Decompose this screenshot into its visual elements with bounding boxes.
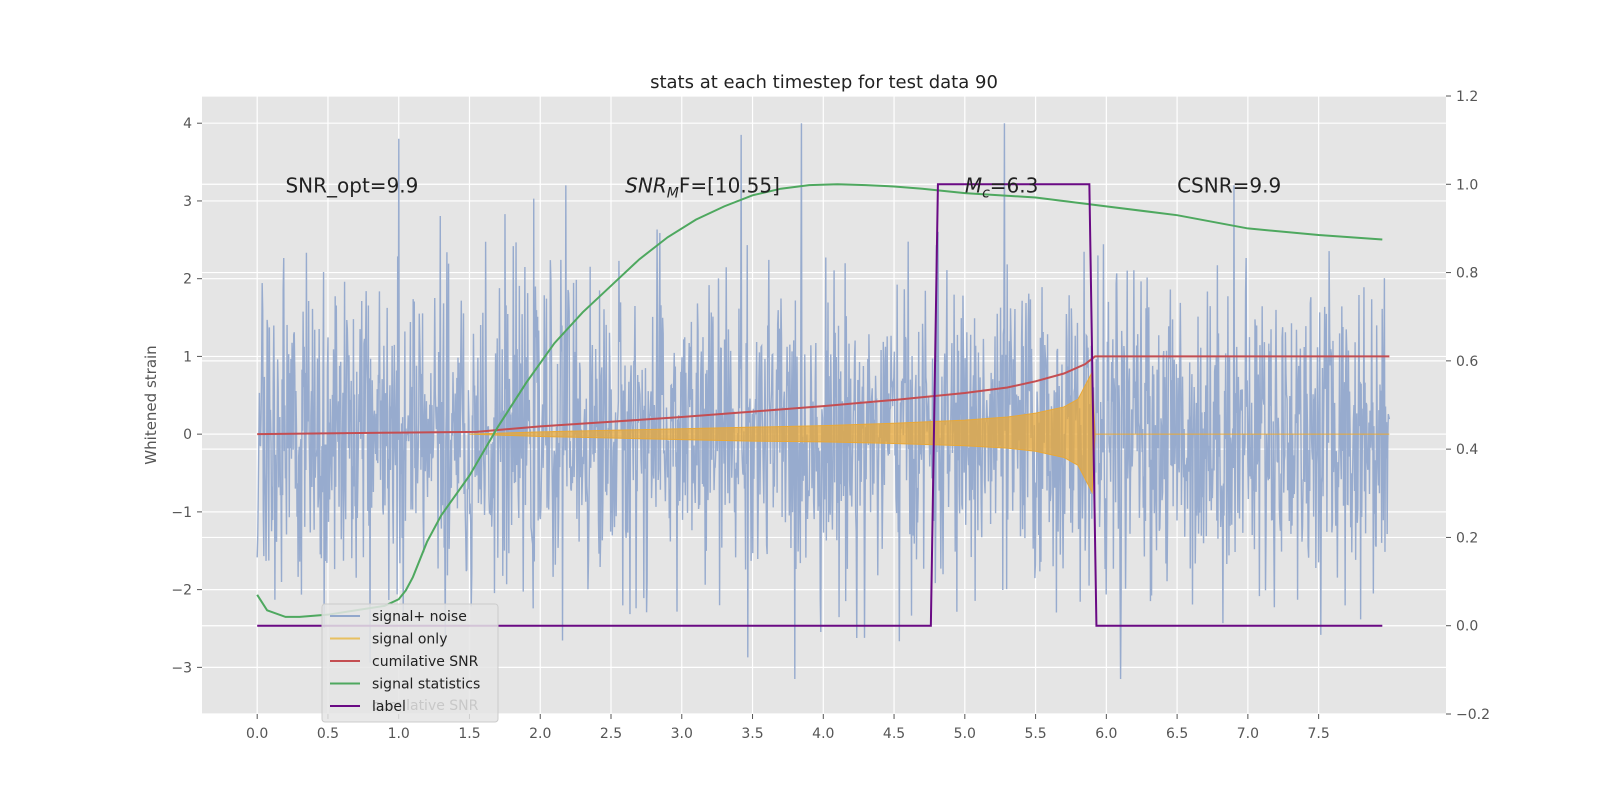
y-tick-label: −2 <box>171 583 192 599</box>
annotation-chirp-mass: Mc=6.3 <box>965 173 1039 201</box>
y-tick-label: 0 <box>183 427 192 443</box>
legend-box <box>321 603 499 723</box>
x-tick-label: 1.5 <box>458 726 480 742</box>
y-axis-right: −0.2 0.0 0.2 0.4 0.6 0.8 1.0 1.2 <box>1446 89 1490 723</box>
series-signal-noise <box>256 123 1391 680</box>
legend-underlay-label: cumilative SNR <box>372 698 479 714</box>
legend-label: signal only <box>372 632 447 648</box>
annotation-csnr: CSNR=9.9 <box>1177 173 1281 197</box>
y-tick-label: −3 <box>171 660 192 676</box>
legend-label: signal+ noise <box>372 609 467 625</box>
y2-tick-label: 0.6 <box>1456 354 1478 370</box>
y-tick-label: 4 <box>183 116 192 132</box>
x-tick-label: 5.0 <box>954 726 976 742</box>
legend-label: cumilative SNR <box>372 654 479 670</box>
legend-label: signal statistics <box>372 677 480 693</box>
y2-tick-label: 1.2 <box>1456 89 1478 105</box>
y-tick-label: 3 <box>183 194 192 210</box>
x-tick-label: 3.5 <box>741 726 763 742</box>
legend: cumilative SNR signal+ noise signal only cu… <box>321 603 499 723</box>
x-tick-label: 4.0 <box>812 726 834 742</box>
x-tick-label: 1.0 <box>388 726 410 742</box>
y-tick-label: 2 <box>183 272 192 288</box>
x-tick-label: 0.0 <box>246 726 268 742</box>
y2-tick-label: −0.2 <box>1456 707 1490 723</box>
y-tick-label: 1 <box>183 349 192 365</box>
legend-label: label <box>372 699 406 715</box>
y2-tick-label: 0.4 <box>1456 442 1478 458</box>
y2-tick-label: 0.2 <box>1456 530 1478 546</box>
series-cumilative-snr <box>257 355 1390 436</box>
x-tick-label: 0.5 <box>317 726 339 742</box>
y-tick-label: −1 <box>171 505 192 521</box>
x-tick-label: 3.0 <box>671 726 693 742</box>
y2-tick-label: 0.0 <box>1456 619 1478 635</box>
x-tick-label: 7.5 <box>1307 726 1329 742</box>
chart-title: stats at each timestep for test data 90 <box>650 72 998 93</box>
annotation-snr-mf: SNRMF=[10.55] <box>625 173 780 201</box>
series-label <box>257 183 1383 627</box>
x-tick-label: 4.5 <box>883 726 905 742</box>
x-tick-label: 6.0 <box>1095 726 1117 742</box>
annotation-snr-opt: SNR_opt=9.9 <box>285 173 418 197</box>
x-tick-label: 7.0 <box>1237 726 1259 742</box>
x-tick-label: 2.0 <box>529 726 551 742</box>
y2-tick-label: 1.0 <box>1456 177 1478 193</box>
series-signal-only <box>469 370 1390 495</box>
x-axis: 0.0 0.5 1.0 1.5 2.0 2.5 3.0 3.5 4.0 4.5 5.0 5.5 6.0 6… <box>246 714 1330 742</box>
y-axis-label: Whitened strain <box>142 345 160 464</box>
x-tick-label: 2.5 <box>600 726 622 742</box>
y-axis-left: −3 −2 −1 0 1 2 3 4 <box>171 116 202 676</box>
x-tick-label: 5.5 <box>1024 726 1046 742</box>
annotations: SNR_opt=9.9 SNRMF=[10.55] Mc=6.3 CSNR=9.9 <box>285 173 1281 201</box>
x-tick-label: 6.5 <box>1166 726 1188 742</box>
y2-tick-label: 0.8 <box>1456 266 1478 282</box>
